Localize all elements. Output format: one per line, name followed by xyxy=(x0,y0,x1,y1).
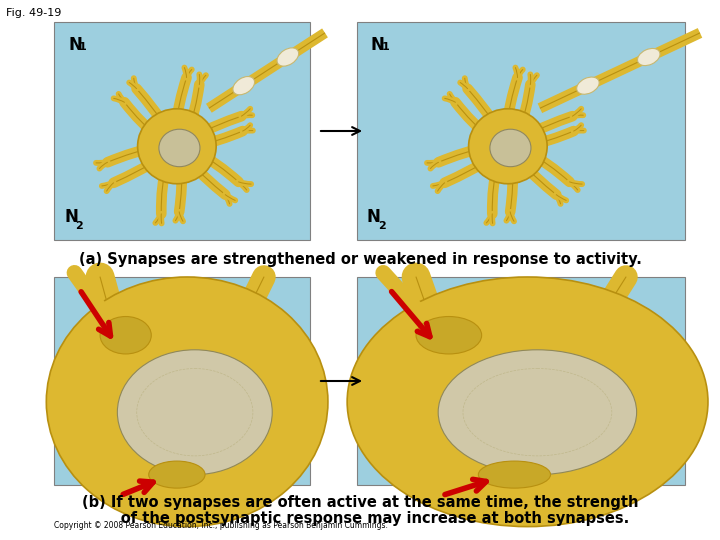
Text: N: N xyxy=(68,36,82,54)
Ellipse shape xyxy=(469,109,547,184)
Bar xyxy=(54,277,310,485)
Ellipse shape xyxy=(347,277,708,526)
Ellipse shape xyxy=(490,129,531,167)
Bar xyxy=(357,277,685,485)
Text: N: N xyxy=(367,208,381,226)
Ellipse shape xyxy=(637,49,660,65)
Text: 2: 2 xyxy=(378,221,386,231)
Text: of the postsynaptic response may increase at both synapses.: of the postsynaptic response may increas… xyxy=(91,511,629,526)
Text: (a) Synapses are strengthened or weakened in response to activity.: (a) Synapses are strengthened or weakene… xyxy=(78,252,642,267)
Ellipse shape xyxy=(149,461,205,488)
Bar xyxy=(54,22,310,240)
Text: (b) If two synapses are often active at the same time, the strength: (b) If two synapses are often active at … xyxy=(82,495,638,510)
Ellipse shape xyxy=(233,77,255,95)
Ellipse shape xyxy=(438,350,636,475)
Ellipse shape xyxy=(416,316,482,354)
Text: N: N xyxy=(64,208,78,226)
Text: 2: 2 xyxy=(75,221,83,231)
Ellipse shape xyxy=(138,109,216,184)
Text: 1: 1 xyxy=(79,42,86,52)
Ellipse shape xyxy=(100,316,151,354)
Ellipse shape xyxy=(117,350,272,475)
Text: Copyright © 2008 Pearson Education, Inc., publishing as Pearson Benjamin Cumming: Copyright © 2008 Pearson Education, Inc.… xyxy=(54,521,388,530)
Text: Fig. 49-19: Fig. 49-19 xyxy=(6,8,61,18)
Ellipse shape xyxy=(577,77,599,94)
Text: N: N xyxy=(371,36,385,54)
Bar xyxy=(357,22,685,240)
Ellipse shape xyxy=(159,129,200,167)
Ellipse shape xyxy=(478,461,551,488)
Ellipse shape xyxy=(46,277,328,526)
Text: 1: 1 xyxy=(382,42,390,52)
Ellipse shape xyxy=(277,48,299,66)
